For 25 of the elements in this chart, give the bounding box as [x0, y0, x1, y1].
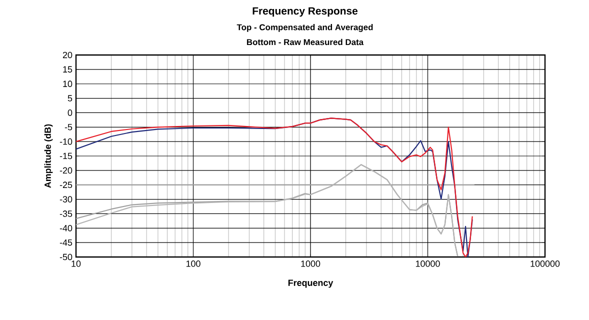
x-tick-label: 1000: [301, 260, 320, 267]
x-tick-label: 100000: [530, 260, 560, 267]
x-tick-label: 100: [186, 260, 200, 267]
text: Bottom - Raw Measured Data: [246, 38, 364, 46]
y-axis-title: Amplitude (dB): [44, 124, 53, 188]
y-tick-label: -5: [64, 124, 72, 130]
x-tick-label: 10000: [416, 260, 440, 267]
y-tick-label: -25: [60, 182, 72, 188]
x-axis-title: Frequency: [288, 280, 334, 288]
y-tick-label: -20: [60, 167, 72, 174]
chart-title: Frequency Response: [252, 7, 358, 17]
x-tick-label: 10: [72, 260, 81, 267]
y-tick-label: -35: [60, 210, 72, 217]
y-tick-label: -40: [60, 224, 72, 232]
y-tick-label: -10: [60, 138, 72, 145]
y-tick-label: 5: [68, 95, 72, 102]
y-tick-label: -15: [60, 152, 72, 160]
y-tick-label: 0: [68, 110, 72, 116]
y-tick-label: -50: [60, 254, 72, 260]
y-tick-label: 10: [63, 80, 72, 88]
y-tick-label: 15: [63, 66, 72, 73]
y-tick-label: 20: [62, 52, 72, 58]
y-tick-label: -45: [60, 239, 72, 246]
chart-subtitle: Top - Compensated and Averaged: [236, 24, 373, 32]
y-tick-label: -30: [60, 196, 72, 202]
